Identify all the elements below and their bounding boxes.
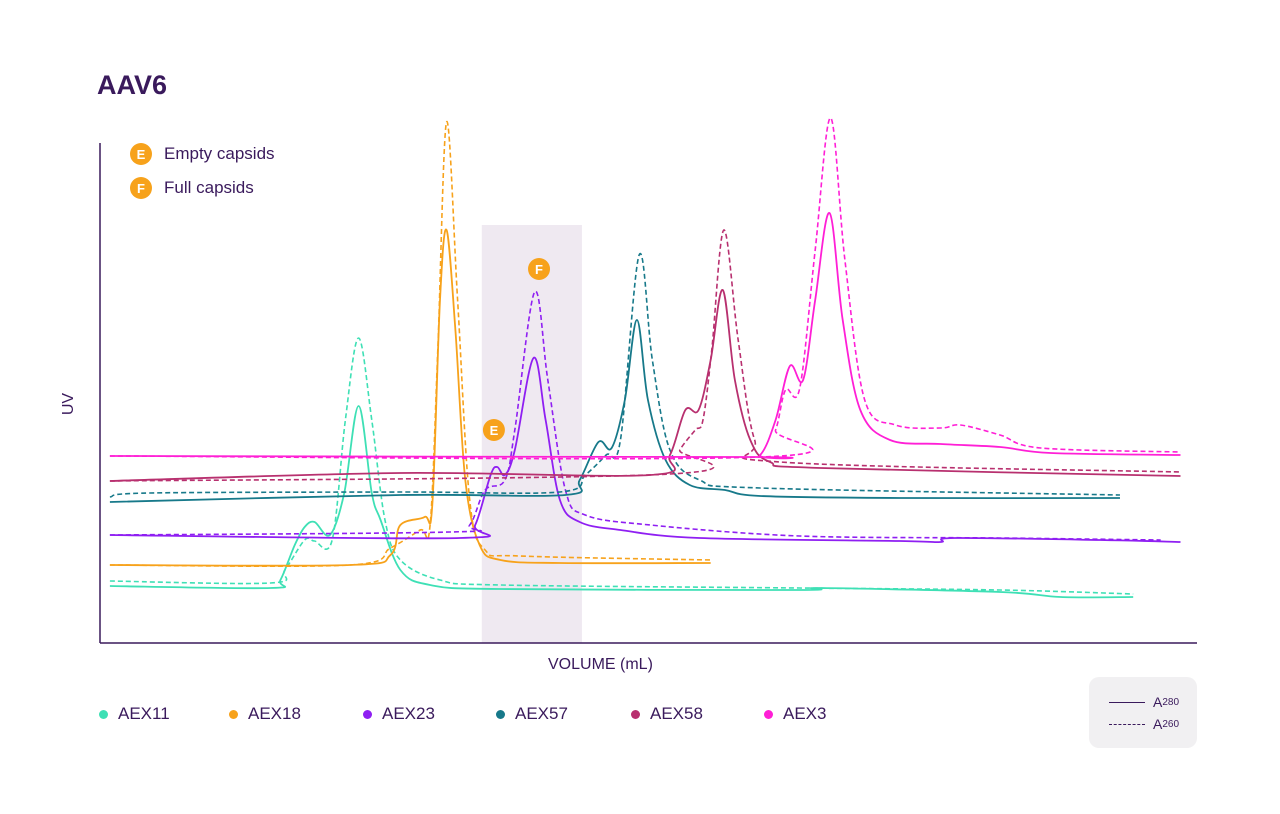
y-axis-label: UV [60,392,78,416]
annotation-empty: E Empty capsids [130,143,275,165]
legend-dot-icon [631,709,640,719]
marker-e-label: E [490,423,499,438]
dashed-line-icon [1109,723,1145,725]
absorbance-legend: A 280 A 260 [1089,677,1197,748]
a260-sub: 260 [1162,718,1180,730]
legend-item-aex18: AEX18 [229,704,301,724]
aex3-a260-line [109,117,1181,460]
legend-item-aex57: AEX57 [496,704,568,724]
aex11-a260-line [109,337,1134,595]
x-axis-label: VOLUME (mL) [548,656,653,673]
full-badge-icon: F [130,177,152,199]
chart-title: AAV6 [97,70,168,100]
aex11-a280-line [109,405,1134,599]
legend-dot-icon [496,709,505,719]
legend-label: AEX57 [515,704,568,723]
a260-label: A [1153,716,1163,732]
aex58-a280-line [109,289,1181,482]
solid-line-icon [1109,701,1145,703]
marker-f-badge [528,258,551,280]
legend-item-aex23: AEX23 [363,704,435,724]
legend-label: AEX18 [248,704,301,723]
marker-e-badge [482,419,505,441]
aex57-a280-line [109,319,1120,503]
aex58-a260-line [109,229,1181,482]
legend-dot-icon [99,709,108,719]
aex57-a260-line [109,252,1120,498]
legend-label: AEX3 [783,704,827,723]
empty-badge-icon: E [130,143,152,165]
legend-dot-icon [764,709,773,719]
aex3-a280-line [109,212,1181,460]
legend-dot-icon [229,709,238,719]
aex18-a280-line [109,228,711,567]
legend-dot-icon [363,709,372,719]
annotation-full: F Full capsids [130,177,254,199]
legend-a260: A 260 [1109,716,1179,732]
a280-label: A [1153,694,1163,710]
a280-sub: 280 [1162,696,1180,708]
legend-label: AEX11 [118,704,170,723]
annotation-full-label: Full capsids [164,178,254,197]
aex18-a260-line [109,121,711,568]
aex23-a280-line [109,357,1181,544]
marker-f-label: F [535,262,543,277]
legend-a280: A 280 [1109,694,1179,710]
legend-label: AEX58 [650,704,703,723]
aex23-a260-line [109,290,1161,541]
legend-label: AEX23 [382,704,435,723]
legend-item-aex11: AEX11 [99,704,170,724]
annotation-empty-label: Empty capsids [164,144,275,163]
legend-item-aex58: AEX58 [631,704,703,724]
legend-item-aex3: AEX3 [764,704,826,724]
